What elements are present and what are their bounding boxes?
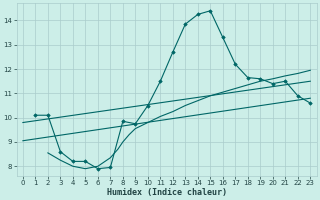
X-axis label: Humidex (Indice chaleur): Humidex (Indice chaleur) [107, 188, 227, 197]
